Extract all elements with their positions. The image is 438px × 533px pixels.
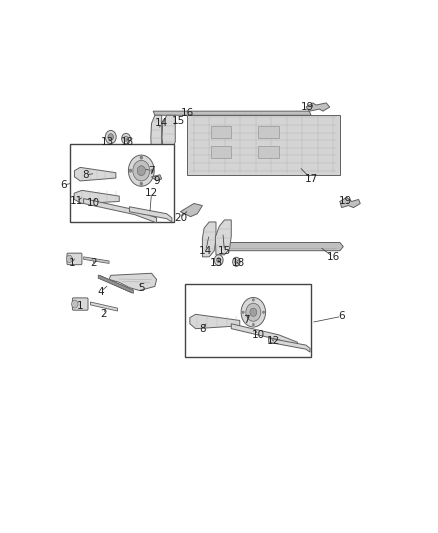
Text: 1: 1 — [68, 258, 75, 268]
Text: 15: 15 — [172, 116, 185, 126]
Polygon shape — [98, 275, 134, 293]
Text: 20: 20 — [174, 213, 187, 223]
Text: 8: 8 — [82, 170, 88, 180]
Bar — [258, 146, 279, 158]
Text: 19: 19 — [301, 102, 314, 112]
Polygon shape — [84, 257, 109, 263]
Polygon shape — [202, 222, 216, 257]
Text: 10: 10 — [252, 330, 265, 340]
Polygon shape — [268, 338, 310, 352]
Text: 16: 16 — [326, 252, 340, 262]
Text: 1: 1 — [77, 301, 84, 311]
Bar — [185, 284, 311, 358]
Circle shape — [122, 133, 131, 144]
Text: 18: 18 — [121, 137, 134, 147]
Polygon shape — [153, 111, 311, 115]
Text: 17: 17 — [304, 174, 318, 184]
Text: 12: 12 — [267, 336, 280, 346]
Text: 13: 13 — [101, 137, 114, 147]
Text: 10: 10 — [87, 198, 100, 208]
Circle shape — [71, 300, 78, 308]
Text: 6: 6 — [60, 180, 67, 190]
Polygon shape — [187, 115, 340, 175]
Circle shape — [262, 311, 265, 313]
Text: 12: 12 — [145, 188, 158, 198]
Text: 9: 9 — [153, 176, 160, 186]
Bar — [211, 146, 231, 158]
Polygon shape — [180, 204, 202, 216]
Polygon shape — [215, 220, 231, 255]
Circle shape — [105, 131, 116, 143]
Bar — [258, 126, 279, 138]
Text: 8: 8 — [199, 324, 206, 334]
Circle shape — [252, 298, 254, 301]
Circle shape — [137, 166, 145, 175]
Text: 2: 2 — [91, 258, 97, 268]
Text: 13: 13 — [209, 258, 223, 268]
Circle shape — [108, 134, 113, 140]
Polygon shape — [130, 207, 172, 222]
Circle shape — [252, 324, 254, 326]
Text: 6: 6 — [338, 311, 345, 321]
Text: 18: 18 — [231, 258, 245, 268]
Text: 5: 5 — [138, 282, 145, 293]
Circle shape — [140, 156, 143, 159]
Text: 19: 19 — [338, 197, 352, 206]
Circle shape — [242, 311, 244, 313]
Circle shape — [214, 255, 223, 265]
Polygon shape — [109, 273, 156, 290]
Polygon shape — [151, 115, 162, 154]
FancyBboxPatch shape — [72, 298, 88, 310]
Text: 2: 2 — [101, 309, 107, 319]
Polygon shape — [190, 314, 240, 329]
Circle shape — [67, 255, 72, 263]
Bar — [211, 126, 231, 138]
Text: 15: 15 — [218, 246, 231, 256]
Polygon shape — [162, 115, 175, 150]
Circle shape — [233, 257, 240, 266]
Circle shape — [128, 155, 154, 186]
Polygon shape — [152, 175, 162, 181]
Text: 7: 7 — [148, 166, 155, 176]
Text: 11: 11 — [70, 197, 84, 206]
Polygon shape — [90, 302, 117, 311]
Text: 4: 4 — [97, 287, 104, 297]
Bar — [70, 144, 173, 222]
Text: 16: 16 — [180, 108, 194, 118]
Text: 7: 7 — [243, 316, 250, 326]
Text: 14: 14 — [155, 118, 168, 128]
FancyBboxPatch shape — [67, 253, 82, 265]
Polygon shape — [74, 167, 116, 181]
Circle shape — [235, 260, 238, 264]
Circle shape — [250, 308, 257, 317]
Polygon shape — [84, 199, 156, 223]
Circle shape — [124, 136, 128, 141]
Circle shape — [151, 169, 154, 172]
Polygon shape — [340, 197, 360, 207]
Polygon shape — [231, 324, 297, 347]
Polygon shape — [74, 190, 119, 204]
Circle shape — [246, 303, 261, 321]
Circle shape — [241, 297, 265, 327]
Circle shape — [217, 257, 221, 263]
Text: 14: 14 — [199, 246, 212, 256]
Circle shape — [133, 160, 150, 181]
Circle shape — [129, 169, 132, 172]
Circle shape — [140, 182, 143, 185]
Polygon shape — [221, 243, 343, 251]
Polygon shape — [306, 103, 330, 111]
